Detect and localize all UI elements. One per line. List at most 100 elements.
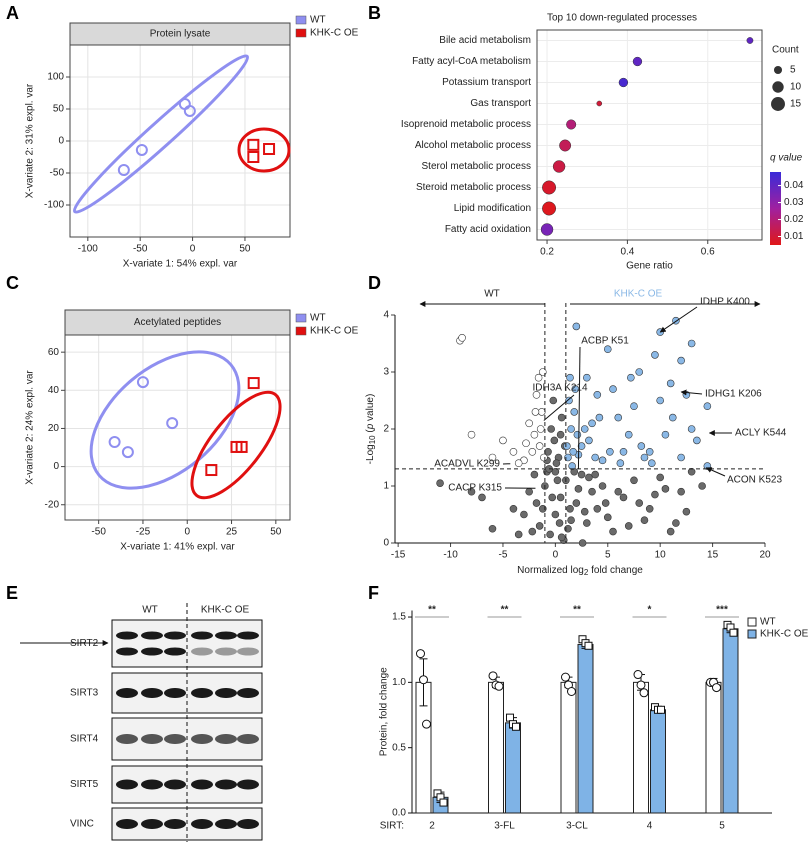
confidence-ellipse: [190, 390, 282, 500]
y-tick-label: -100: [44, 200, 64, 211]
dot: [540, 223, 554, 236]
dot: [552, 160, 566, 173]
point: [117, 163, 130, 176]
category-label: Fatty acyl-CoA metabolism: [412, 56, 531, 67]
category-label: Bile acid metabolism: [439, 35, 531, 46]
legend-label: 5: [790, 65, 796, 76]
point: [478, 493, 486, 502]
point: [609, 527, 617, 536]
point: [540, 453, 548, 462]
point: [627, 373, 635, 382]
dot: [632, 56, 643, 67]
y-tick-label: 50: [53, 104, 65, 115]
point: [557, 413, 566, 422]
point: [522, 439, 530, 448]
point: [687, 339, 696, 348]
x-tick-label: -50: [91, 527, 106, 538]
point: [574, 485, 583, 493]
replicate: [584, 641, 593, 650]
bar: [577, 643, 594, 814]
point: [585, 473, 593, 482]
blot-band: [215, 688, 237, 698]
blot-row-label: SIRT2: [70, 638, 99, 649]
point: [598, 456, 607, 465]
point: [247, 377, 260, 390]
point: [488, 524, 497, 533]
blot-band: [237, 647, 259, 656]
annotation: ACBP K51: [581, 336, 629, 347]
blot-band: [164, 688, 186, 698]
blot-band: [164, 631, 186, 640]
colorbar-label: 0.03: [784, 197, 804, 208]
annotation-line: [705, 467, 726, 477]
blot-band: [116, 647, 138, 656]
legend-label: 15: [790, 99, 802, 110]
dot: [618, 77, 629, 88]
legend-dot: [772, 81, 784, 93]
point: [552, 459, 561, 468]
annotation: IDHG1 K206: [705, 389, 762, 400]
point: [557, 533, 566, 542]
y-tick-label: 1.5: [392, 612, 406, 623]
category-label: Potassium transport: [442, 77, 531, 88]
x-tick-label: 0.4: [620, 247, 634, 258]
y-tick-label: -50: [50, 168, 65, 179]
legend-label: WT: [310, 15, 326, 26]
x-tick-label: 0.2: [540, 247, 554, 258]
panel-label: B: [368, 3, 381, 23]
blot-band: [141, 647, 163, 656]
y-axis-title: X-variate 2: 31% expl. var: [25, 83, 36, 198]
blot-band: [164, 734, 186, 744]
blot-column-label: KHK-C OE: [201, 605, 250, 616]
blot-band: [141, 631, 163, 640]
y-tick-label: 2: [383, 424, 389, 435]
panel-label: D: [368, 273, 381, 293]
facet-title: Acetylated peptides: [134, 317, 221, 328]
point: [661, 430, 670, 439]
point: [573, 430, 582, 439]
point: [687, 467, 696, 476]
point: [656, 473, 664, 482]
point: [530, 470, 539, 479]
y-axis-title-part: -Log: [365, 444, 376, 464]
facet-title: Protein lysate: [150, 29, 211, 40]
point: [619, 493, 628, 502]
point: [556, 493, 565, 502]
point: [703, 402, 712, 411]
panel-label: C: [6, 273, 19, 293]
x-tick-label: 2: [429, 821, 435, 832]
point: [635, 368, 644, 376]
blot-band: [237, 734, 259, 744]
blot-row-label: SIRT5: [70, 779, 99, 790]
point: [693, 436, 701, 445]
point: [535, 522, 544, 530]
x-tick-label: 50: [239, 244, 251, 255]
legend-title: Count: [772, 45, 799, 56]
point: [458, 333, 466, 342]
blot-band: [191, 647, 213, 656]
x-tick-label: 3-FL: [494, 821, 515, 832]
point: [577, 470, 586, 479]
point: [567, 425, 575, 433]
replicate: [633, 670, 643, 680]
point: [668, 413, 677, 422]
point: [247, 138, 260, 151]
point: [235, 440, 248, 453]
blot-band: [215, 647, 237, 656]
point: [572, 322, 581, 331]
y-tick-label: -20: [45, 499, 60, 510]
replicate: [567, 687, 576, 696]
x-tick-label: -25: [136, 527, 151, 538]
point: [136, 376, 149, 389]
point: [247, 151, 260, 163]
annotation-line: [543, 394, 575, 421]
blot-band: [141, 819, 163, 829]
replicate: [561, 672, 570, 682]
point: [635, 499, 644, 507]
annotation: IDH3A K214: [532, 383, 587, 394]
point: [547, 425, 555, 433]
panel-label: E: [6, 583, 18, 603]
legend-swatch: [295, 28, 307, 38]
point: [553, 476, 562, 485]
category-label: Fatty acid oxidation: [445, 224, 531, 235]
